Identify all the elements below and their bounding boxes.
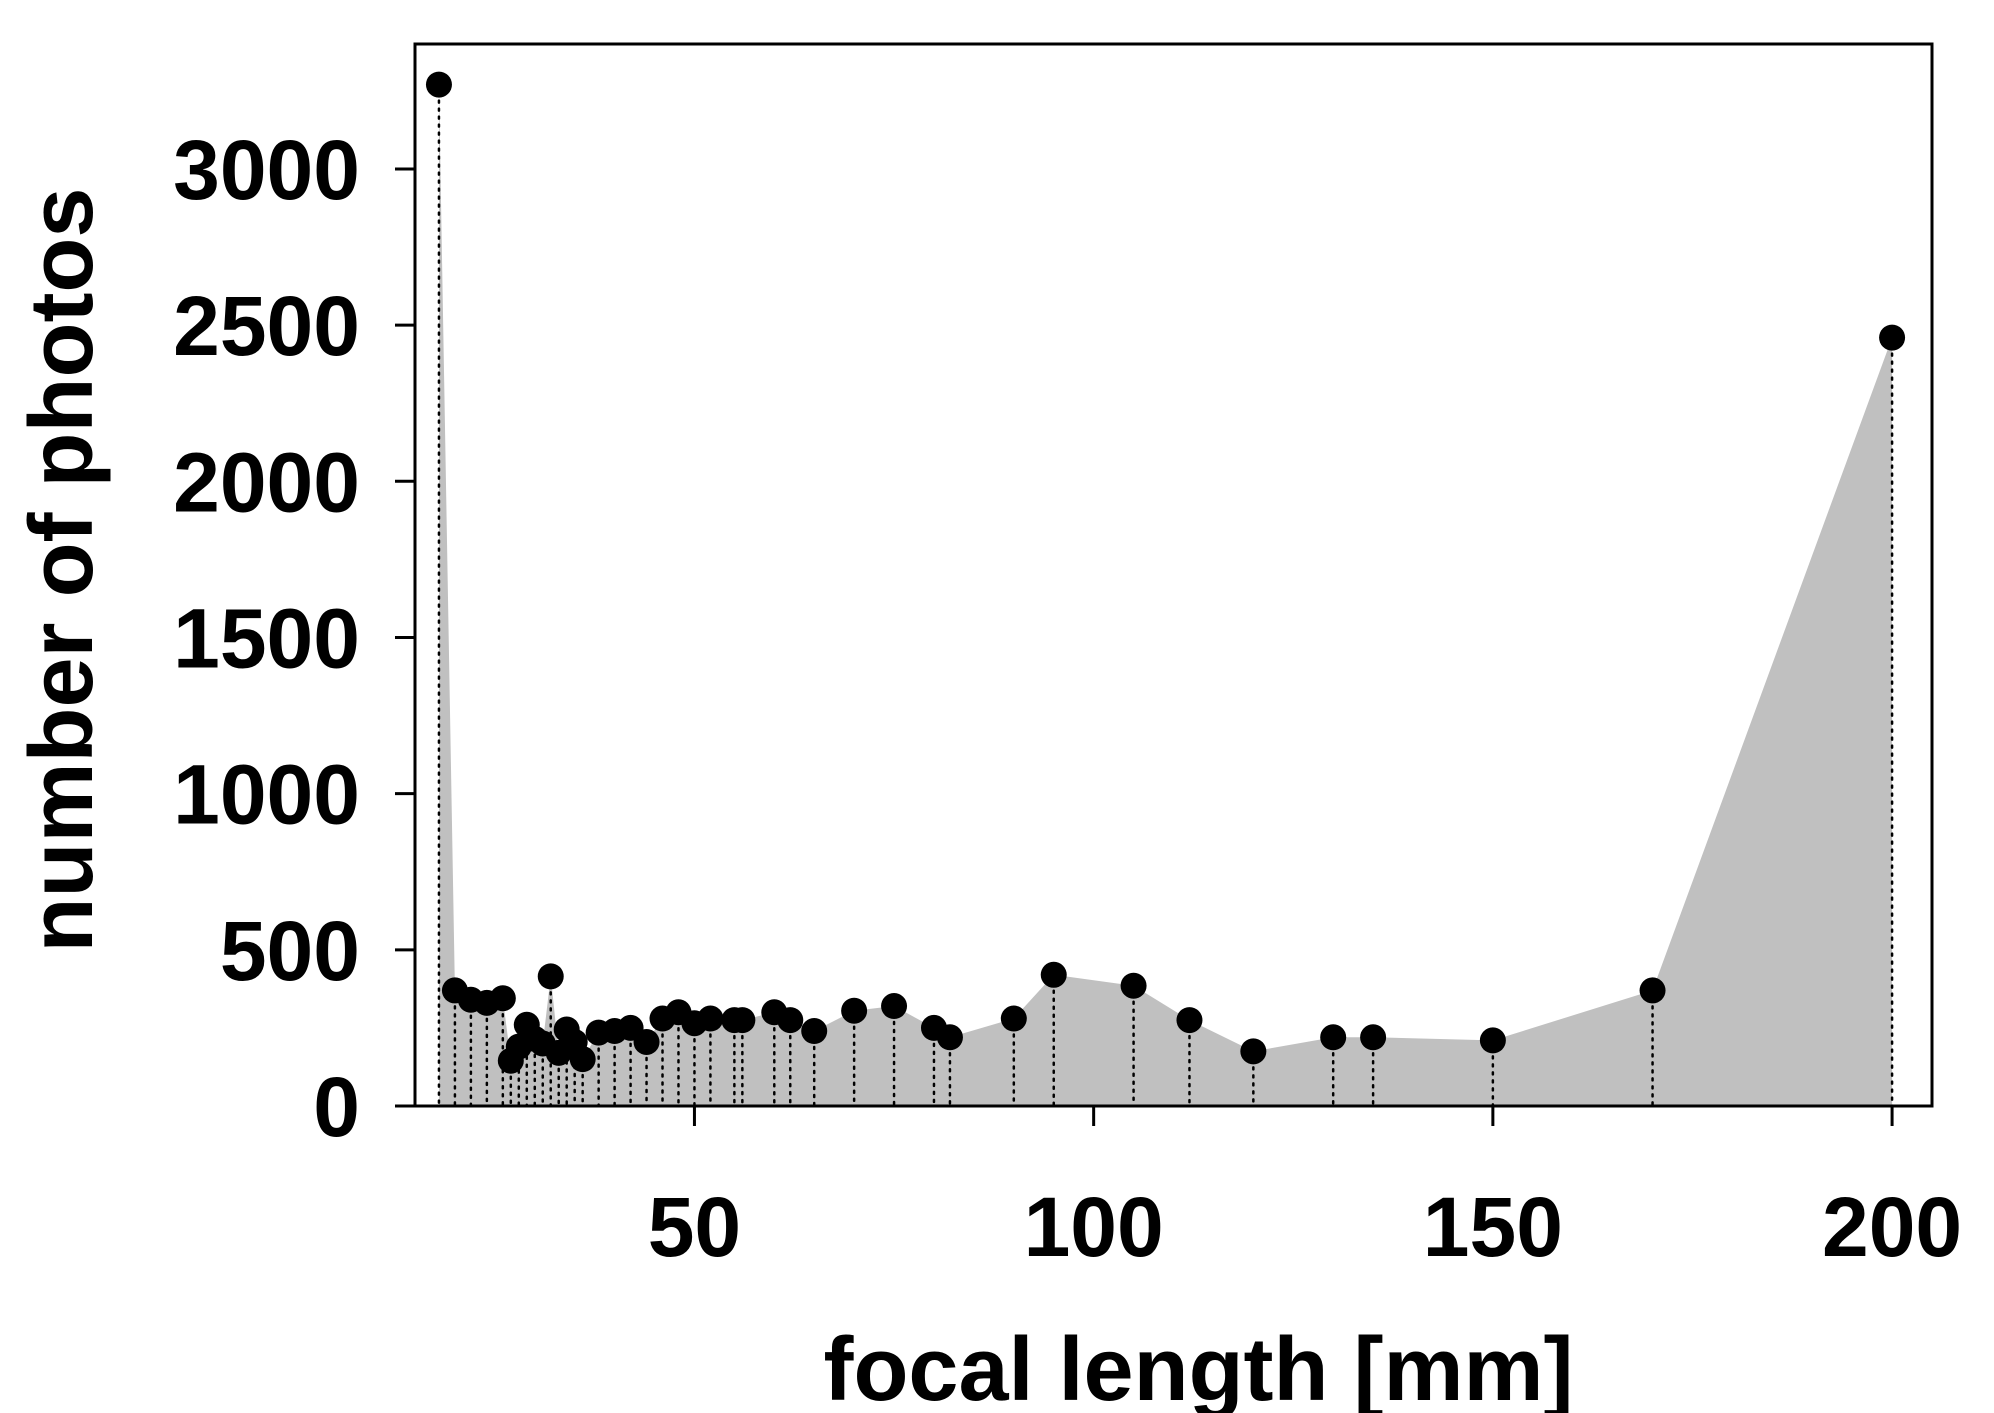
data-point: [1000, 1005, 1027, 1032]
x-axis-title: focal length [mm]: [823, 1320, 1573, 1413]
data-point: [841, 997, 868, 1024]
data-point: [697, 1005, 724, 1032]
data-point: [777, 1007, 804, 1034]
x-tick-label: 50: [648, 1180, 741, 1274]
x-tick-label: 200: [1822, 1180, 1962, 1274]
data-point: [729, 1007, 756, 1034]
data-point: [489, 985, 516, 1012]
y-tick-label: 2500: [173, 279, 360, 373]
y-tick-label: 1000: [173, 748, 360, 842]
y-tick-label: 1500: [173, 591, 360, 685]
data-point: [1360, 1024, 1387, 1051]
area-fill: [438, 84, 1893, 1106]
plot-frame: [413, 42, 1934, 1108]
y-tick-label: 2000: [173, 435, 360, 529]
y-axis-title: number of photos: [12, 188, 112, 953]
data-point: [1320, 1024, 1347, 1051]
stem-lines: [437, 83, 1894, 1108]
data-point: [1879, 324, 1906, 351]
data-points: [425, 71, 1906, 1074]
y-tick-label: 500: [220, 904, 360, 998]
x-axis: 50 100 150 200: [648, 1106, 1962, 1274]
data-point: [425, 71, 452, 98]
data-point: [1639, 977, 1666, 1004]
data-point: [801, 1018, 828, 1045]
data-point: [881, 993, 908, 1020]
y-tick-label: 3000: [173, 123, 360, 217]
data-point: [1176, 1007, 1203, 1034]
data-point: [1120, 972, 1147, 999]
data-point: [1240, 1038, 1267, 1065]
data-point: [936, 1024, 963, 1051]
data-point: [537, 963, 564, 990]
x-tick-label: 150: [1423, 1180, 1563, 1274]
y-axis: 0 500 1000 1500 2000 2500 3000: [173, 123, 415, 1154]
y-tick-label: 0: [313, 1060, 360, 1154]
data-point: [1479, 1027, 1506, 1054]
data-point: [1040, 961, 1067, 988]
data-point: [569, 1046, 596, 1073]
data-point: [633, 1028, 660, 1055]
x-tick-label: 100: [1024, 1180, 1164, 1274]
